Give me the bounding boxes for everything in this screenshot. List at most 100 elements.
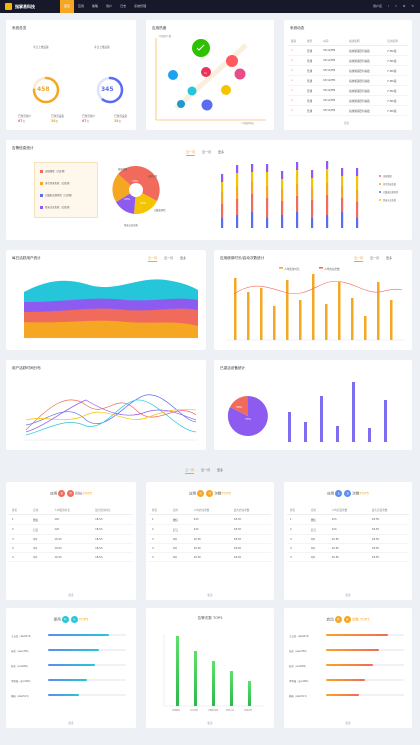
tab[interactable]: 近一月 (201, 468, 211, 472)
table-row[interactable]: 3 QQ 10.5h 18.5h (287, 534, 409, 544)
table-row[interactable]: ⚠ 普通 03/12/PM 指纹解锁密码失败 F-MK版 (288, 45, 408, 56)
nav-item[interactable]: 应用 (78, 4, 85, 8)
table-row[interactable]: 3 QQ 10.5h 18.5h (9, 534, 133, 544)
top-tool[interactable]: ? (395, 4, 397, 8)
time-dist-card: 用户活跃时间分布 (6, 360, 206, 450)
airbnb-icon (226, 55, 238, 67)
tab[interactable]: 近一月 (202, 150, 212, 154)
stat-label: 已激活用户 (18, 115, 31, 118)
stack-bar (251, 164, 254, 172)
snapchat-icon (221, 85, 231, 95)
svg-text:已触发违规风险: 已触发违规风险 (383, 190, 399, 194)
table-row[interactable]: ⚠ 普通 03/12/PM 指纹解锁密码失败 F-MK版 (288, 85, 408, 96)
stack-bar (341, 168, 344, 176)
instagram-icon (201, 99, 213, 111)
alarm-top-label: 已触发违规 (208, 708, 218, 712)
alarm-top-title: 告警次数 TOP5 (197, 616, 223, 620)
tab[interactable]: 更多 (217, 468, 224, 472)
table-cell: ⚠ (288, 45, 305, 56)
tab[interactable]: 更多 (218, 150, 225, 154)
table-header: 人均安装次数 (328, 506, 369, 515)
stack-bar (356, 176, 359, 190)
table-cell: 10.5h (51, 552, 93, 562)
table-header: 应用 (169, 506, 191, 515)
table-row[interactable]: 3 QQ 10.5h 18.5h (9, 543, 133, 553)
table-header: 应用 (307, 506, 329, 515)
tab[interactable]: 近一月 (164, 256, 174, 260)
table-header: 应用名称 (384, 37, 408, 46)
table-row[interactable]: 2 钉钉 12h 18.5h (149, 524, 271, 535)
tab[interactable]: 近一周 (185, 468, 195, 474)
stack-bar (296, 196, 299, 212)
table-row[interactable]: ⚠ 普通 03/12/PM 指纹解锁密码失败 F-MK版 (288, 75, 408, 86)
usage-bar (377, 282, 380, 340)
login-top-more[interactable]: 更多 (345, 722, 351, 725)
sysdyn-table-wrap: 级别 类型 时间 描述说明 应用名称 ⚠ 普通 03/12/PM 指纹解锁密码失败 F-MK版 ⚠ 普… (288, 37, 408, 116)
top-tool[interactable]: ! (387, 4, 390, 8)
tab[interactable]: 更多 (386, 256, 393, 260)
nav-item[interactable]: 用户 (106, 4, 113, 8)
heat-y-label: 人均使用人数 (158, 35, 172, 38)
table-row[interactable]: ⚠ 普通 03/12/PM 指纹解锁密码失败 F-MK版 (288, 95, 408, 106)
nav-item[interactable]: 策略 (92, 4, 99, 8)
table-cell: ⚠ (288, 95, 305, 106)
bar-user-label: 赵欢（ace669） (289, 665, 308, 668)
brand-logo (5, 3, 12, 10)
table-row[interactable]: 3 QQ 10.5h 18.5h (149, 543, 271, 553)
alarm-top-bar (248, 681, 251, 706)
table-row[interactable]: 3 QQ 10.5h 18.5h (149, 534, 271, 544)
usage-bar (234, 278, 237, 340)
table-row[interactable]: 1 微信 12h 18.5h (149, 514, 271, 525)
top-tool[interactable]: ⚙ (402, 4, 406, 8)
nav-item[interactable]: 日志 (120, 4, 127, 8)
stack-bar (311, 218, 314, 228)
bar-fill (48, 634, 109, 637)
table-cell: ⚠ (288, 105, 305, 116)
table-row[interactable]: 3 QQ 10.5h 18.5h (149, 552, 271, 562)
tab[interactable]: 近一周 (354, 256, 364, 262)
table-header: 最大启动次数 (230, 506, 271, 515)
table-cell: 微信 (30, 514, 52, 525)
table-row[interactable]: 2 钉钉 12h 18.5h (9, 524, 133, 535)
tab[interactable]: 近一月 (370, 256, 380, 260)
skype-icon (177, 100, 185, 108)
usage-bar (312, 274, 315, 340)
table-cell: 18.5h (230, 543, 271, 553)
table-row[interactable]: ⚠ 普通 03/12/PM 指纹解锁密码失败 F-MK版 (288, 55, 408, 66)
table-row[interactable]: ⚠ 普通 03/12/PM 指纹解锁密码失败 F-MK版 (288, 105, 408, 116)
alarm-top-more[interactable]: 更多 (207, 722, 213, 725)
tab[interactable]: 近一周 (186, 150, 196, 156)
daily-title: 每日活跃用户统计 (12, 256, 41, 260)
daily-area-chart (24, 279, 198, 339)
alarm-legend-item: 登录认证失败（已处理） (40, 205, 71, 209)
bar-fill (48, 679, 87, 682)
table-row[interactable]: 2 钉钉 12h 18.5h (287, 524, 409, 535)
device-bar (368, 428, 371, 442)
top-tool[interactable]: ✎ (411, 4, 414, 8)
overview-rings (32, 76, 124, 104)
login-top5-card: 启动登录次数 TOP5 王五回（abel513） 张欢（aeecf36） 赵欢（ac… (284, 608, 412, 728)
nav-item[interactable]: 系统管理 (134, 4, 147, 8)
table-row[interactable]: 3 QQ 10.5h 18.5h (287, 543, 409, 553)
table-row[interactable]: ⚠ 普通 03/12/PM 指纹解锁密码失败 F-MK版 (288, 65, 408, 76)
bar-user-label: 杨扬（abel513） (289, 695, 309, 698)
table-cell: 10.5h (190, 543, 231, 553)
tab[interactable]: 近一周 (148, 256, 158, 262)
table-row[interactable]: 1 微信 12h 18.5h (9, 514, 133, 525)
top5-more[interactable]: 更多 (345, 594, 351, 597)
table-row[interactable]: 1 微信 12h 18.5h (287, 514, 409, 525)
top5-more[interactable]: 更多 (207, 594, 213, 597)
table-cell: 10.5h (328, 543, 369, 553)
time-dist-chart (24, 394, 198, 441)
table-cell: ⚠ (288, 65, 305, 76)
table-row[interactable]: 3 QQ 10.5h 18.5h (287, 552, 409, 562)
tab[interactable]: 更多 (180, 256, 187, 260)
top5-more[interactable]: 更多 (68, 594, 74, 597)
table-cell: 10.5h (51, 534, 93, 544)
user-top-more[interactable]: 更多 (68, 722, 74, 725)
sysdyn-more[interactable]: 更多 (344, 122, 350, 125)
top-tool[interactable]: 用户名 (372, 4, 382, 8)
stack-bar (356, 218, 359, 228)
table-row[interactable]: 3 QQ 10.5h 18.5h (9, 552, 133, 562)
nav-item[interactable]: 首页 (60, 0, 75, 13)
